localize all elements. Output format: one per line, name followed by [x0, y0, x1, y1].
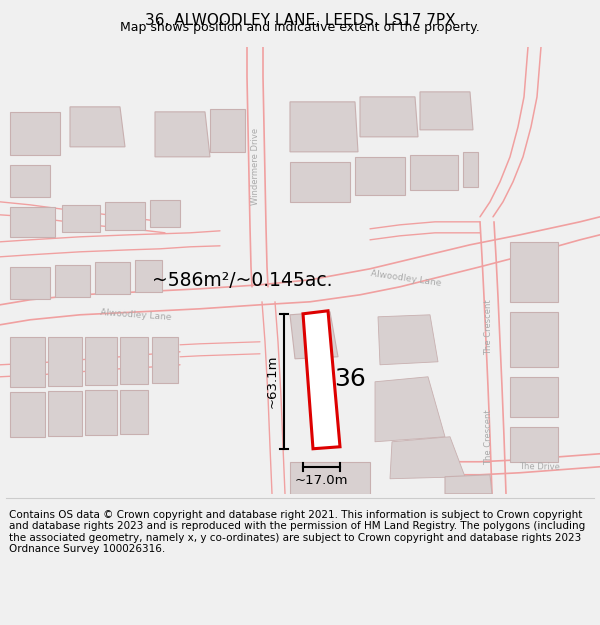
- Polygon shape: [210, 109, 245, 152]
- Polygon shape: [510, 377, 558, 417]
- Polygon shape: [48, 391, 82, 436]
- Polygon shape: [360, 97, 418, 137]
- Polygon shape: [48, 337, 82, 386]
- Polygon shape: [375, 377, 445, 442]
- Polygon shape: [85, 337, 117, 385]
- Text: ~17.0m: ~17.0m: [295, 474, 348, 488]
- Text: The Crescent: The Crescent: [485, 409, 493, 464]
- Polygon shape: [290, 312, 338, 359]
- Text: 36, ALWOODLEY LANE, LEEDS, LS17 7PX: 36, ALWOODLEY LANE, LEEDS, LS17 7PX: [145, 13, 455, 28]
- Polygon shape: [70, 107, 125, 147]
- Polygon shape: [378, 315, 438, 365]
- Text: The Crescent: The Crescent: [485, 299, 493, 354]
- Text: Map shows position and indicative extent of the property.: Map shows position and indicative extent…: [120, 21, 480, 34]
- Polygon shape: [150, 200, 180, 227]
- Text: Alwoodley Lane: Alwoodley Lane: [370, 269, 442, 288]
- Polygon shape: [10, 337, 45, 387]
- Polygon shape: [135, 260, 162, 292]
- Polygon shape: [510, 427, 558, 462]
- Polygon shape: [290, 102, 358, 152]
- Polygon shape: [420, 92, 473, 130]
- Text: ~63.1m: ~63.1m: [265, 354, 278, 408]
- Text: ~586m²/~0.145ac.: ~586m²/~0.145ac.: [152, 271, 332, 290]
- Polygon shape: [510, 242, 558, 302]
- Polygon shape: [10, 165, 50, 197]
- Text: Contains OS data © Crown copyright and database right 2021. This information is : Contains OS data © Crown copyright and d…: [9, 509, 585, 554]
- Polygon shape: [463, 152, 478, 187]
- Text: Windermere Drive: Windermere Drive: [251, 128, 260, 206]
- Polygon shape: [410, 155, 458, 190]
- Text: Alwoodley Lane: Alwoodley Lane: [100, 308, 172, 322]
- Polygon shape: [10, 112, 60, 155]
- Polygon shape: [390, 437, 465, 479]
- Polygon shape: [152, 337, 178, 382]
- Polygon shape: [120, 337, 148, 384]
- Polygon shape: [10, 267, 50, 299]
- Polygon shape: [445, 475, 492, 494]
- Polygon shape: [290, 462, 370, 494]
- Polygon shape: [155, 112, 210, 157]
- Polygon shape: [55, 265, 90, 297]
- Polygon shape: [62, 205, 100, 232]
- Polygon shape: [10, 207, 55, 237]
- Polygon shape: [355, 157, 405, 195]
- Polygon shape: [290, 162, 350, 202]
- Polygon shape: [105, 202, 145, 230]
- Polygon shape: [510, 312, 558, 367]
- Text: 36: 36: [334, 367, 366, 391]
- Polygon shape: [95, 262, 130, 294]
- Polygon shape: [85, 390, 117, 435]
- Polygon shape: [303, 311, 340, 449]
- Polygon shape: [120, 390, 148, 434]
- Text: The Drive: The Drive: [520, 462, 560, 472]
- Polygon shape: [10, 392, 45, 437]
